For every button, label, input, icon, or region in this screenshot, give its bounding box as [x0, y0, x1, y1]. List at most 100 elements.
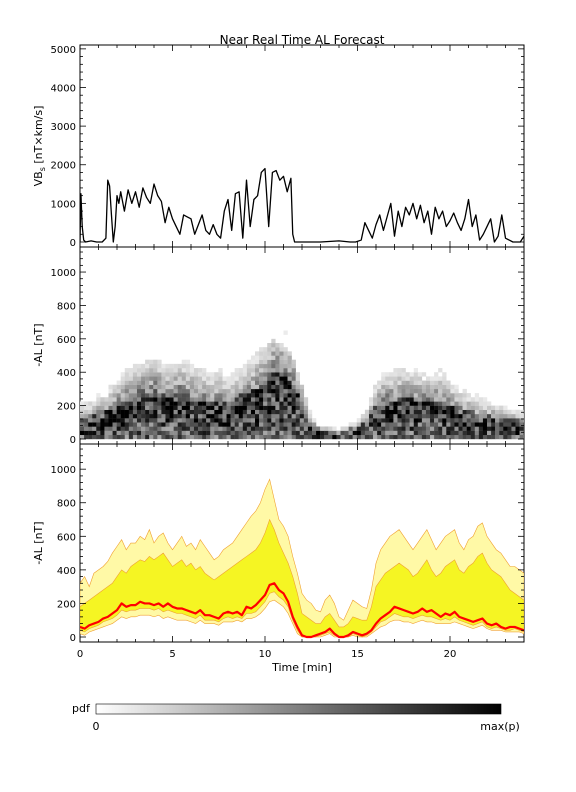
pdf-cell — [393, 409, 398, 415]
pdf-cell — [120, 380, 125, 385]
pdf-cell — [360, 418, 366, 423]
pdf-cell — [259, 388, 264, 394]
pdf-cell — [425, 409, 431, 415]
pdf-cell — [206, 401, 211, 406]
pdf-cell — [283, 405, 288, 410]
pdf-cell — [401, 393, 406, 398]
pdf-cell — [149, 384, 154, 390]
pdf-cell — [210, 376, 215, 381]
pdf-cell — [242, 422, 248, 427]
pdf-cell — [263, 363, 268, 369]
pdf-cell — [417, 380, 423, 385]
pdf-cell — [442, 426, 447, 431]
pdf-cell — [185, 376, 191, 381]
pdf-cell — [177, 397, 182, 402]
pdf-cell — [198, 405, 203, 410]
pdf-cell — [377, 409, 382, 415]
pdf-cell — [88, 426, 93, 431]
pdf-cell — [145, 422, 150, 427]
pdf-cell — [503, 409, 508, 415]
pdf-cell — [132, 393, 138, 398]
pdf-cell — [425, 426, 431, 431]
pdf-cell — [198, 376, 203, 381]
pdf-cell — [328, 426, 333, 431]
pdf-cell — [287, 430, 292, 436]
pdf-cell — [104, 434, 109, 440]
pdf-cell — [246, 430, 252, 436]
pdf-cell — [230, 409, 235, 415]
pdf-cell — [136, 388, 142, 394]
pdf-cell — [132, 418, 138, 423]
pdf-cell — [299, 434, 305, 440]
pdf-cell — [149, 434, 154, 440]
pdf-cell — [120, 401, 125, 406]
pdf-cell — [283, 401, 288, 406]
pdf-cell — [409, 434, 414, 440]
y-tick-label: 800 — [57, 301, 76, 312]
pdf-cell — [145, 409, 150, 415]
pdf-cell — [120, 413, 125, 419]
pdf-cell — [128, 418, 134, 423]
pdf-cell — [112, 388, 117, 394]
pdf-cell — [413, 401, 419, 406]
pdf-cell — [311, 434, 317, 440]
pdf-cell — [295, 393, 300, 398]
pdf-cell — [210, 380, 215, 385]
pdf-cell — [279, 422, 284, 427]
pdf-cell — [523, 413, 524, 419]
pdf-cell — [124, 434, 130, 440]
pdf-cell — [291, 363, 296, 369]
pdf-cell — [267, 393, 272, 398]
pdf-cell — [295, 380, 300, 385]
pdf-cell — [438, 422, 443, 427]
pdf-cell — [462, 426, 467, 431]
pdf-cell — [283, 355, 288, 360]
pdf-cell — [421, 384, 427, 390]
pdf-cell — [307, 418, 313, 423]
pdf-cell — [238, 401, 243, 406]
pdf-cell — [149, 388, 154, 394]
pdf-cell — [218, 409, 223, 415]
pdf-cell — [193, 413, 199, 419]
pdf-cell — [226, 393, 231, 398]
pdf-cell — [385, 397, 390, 402]
pdf-cell — [405, 422, 410, 427]
pdf-cell — [246, 363, 252, 369]
pdf-cell — [381, 409, 386, 415]
pdf-cell — [210, 384, 215, 390]
pdf-cell — [226, 397, 231, 402]
pdf-cell — [181, 418, 187, 423]
pdf-cell — [242, 363, 248, 369]
pdf-cell — [454, 393, 459, 398]
pdf-cell — [230, 393, 235, 398]
pdf-cell — [299, 397, 305, 402]
pdf-cell — [92, 405, 97, 410]
pdf-cell — [214, 430, 219, 436]
pdf-cell — [185, 405, 191, 410]
pdf-cell — [279, 401, 284, 406]
pdf-cell — [226, 409, 231, 415]
pdf-cell — [246, 368, 252, 373]
pdf-cell — [185, 363, 191, 369]
pdf-cell — [177, 380, 182, 385]
pdf-cell — [250, 388, 256, 394]
pdf-cell — [491, 409, 496, 415]
pdf-cell — [368, 426, 374, 431]
pdf-cell — [141, 384, 146, 390]
pdf-cell — [141, 380, 146, 385]
pdf-cell — [259, 413, 264, 419]
pdf-cell — [299, 384, 305, 390]
pdf-cell — [153, 418, 158, 423]
pdf-cell — [401, 372, 406, 377]
pdf-cell — [259, 359, 264, 365]
pdf-cell — [141, 388, 146, 394]
pdf-cell — [283, 368, 288, 373]
pdf-cell — [283, 397, 288, 402]
pdf-cell — [275, 405, 280, 410]
pdf-cell — [511, 430, 516, 436]
pdf-cell — [491, 426, 496, 431]
pdf-cell — [104, 430, 109, 436]
pdf-cell — [141, 401, 146, 406]
pdf-cell — [442, 380, 447, 385]
pdf-cell — [466, 397, 471, 402]
